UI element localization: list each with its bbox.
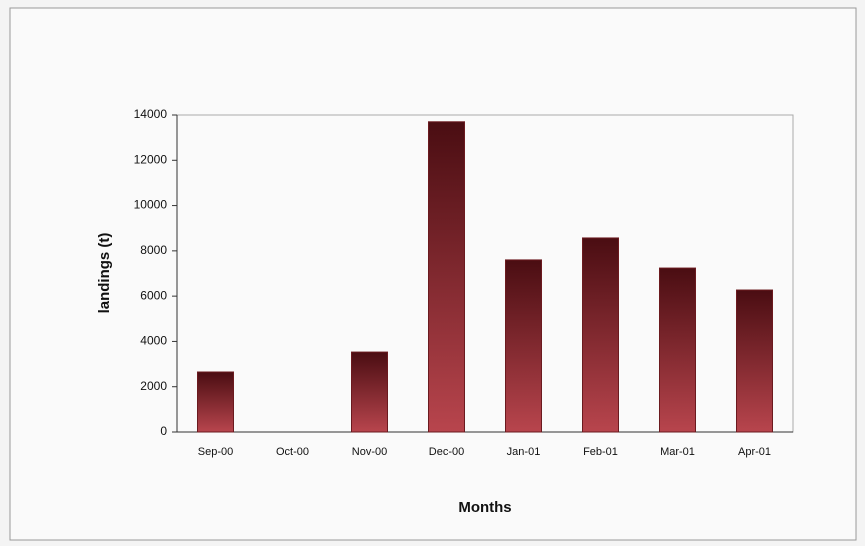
y-tick-label: 0 — [160, 424, 167, 438]
x-tick-label: Mar-01 — [660, 446, 695, 458]
y-axis-title: landings (t) — [96, 233, 113, 314]
x-tick-label: Oct-00 — [276, 446, 309, 458]
bar — [505, 259, 542, 433]
x-tick-label: Feb-01 — [583, 446, 618, 458]
x-tick-label: Apr-01 — [738, 446, 771, 458]
y-tick-label: 8000 — [140, 243, 167, 257]
bar — [197, 371, 234, 433]
x-tick-label: Sep-00 — [198, 446, 233, 458]
x-tick-label: Jan-01 — [507, 446, 541, 458]
y-tick-label: 14000 — [134, 107, 168, 121]
y-tick-label: 10000 — [134, 198, 168, 212]
x-axis-title: Months — [458, 499, 511, 516]
x-tick-label: Dec-00 — [429, 446, 464, 458]
y-tick-label: 12000 — [134, 152, 168, 166]
bar — [428, 121, 465, 433]
y-tick-label: 6000 — [140, 288, 167, 302]
x-tick-label: Nov-00 — [352, 446, 387, 458]
bar — [582, 237, 619, 433]
y-tick-label: 4000 — [140, 334, 167, 348]
y-tick-label: 2000 — [140, 379, 167, 393]
bar — [659, 267, 696, 433]
bar — [351, 351, 388, 433]
bar — [736, 289, 773, 433]
